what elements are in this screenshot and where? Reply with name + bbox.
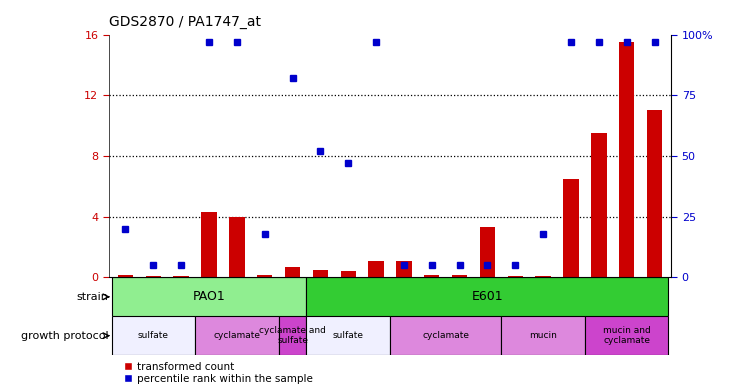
Bar <box>146 276 161 277</box>
Bar <box>446 277 473 316</box>
Text: growth protocol: growth protocol <box>20 331 108 341</box>
Bar <box>530 277 557 316</box>
Bar <box>307 277 334 316</box>
Bar <box>418 277 446 338</box>
Bar <box>396 261 412 277</box>
Bar <box>424 275 439 277</box>
Bar <box>278 277 307 316</box>
Bar <box>502 316 585 355</box>
Bar <box>473 277 502 316</box>
Bar <box>557 277 585 338</box>
Text: mucin: mucin <box>530 331 557 340</box>
Bar <box>278 277 307 338</box>
Bar <box>585 277 613 338</box>
Bar <box>640 277 668 316</box>
Bar <box>251 277 278 316</box>
Bar <box>591 133 607 277</box>
Text: sulfate: sulfate <box>333 331 364 340</box>
Text: strain: strain <box>76 292 108 302</box>
Bar <box>251 277 278 338</box>
Text: GDS2870 / PA1747_at: GDS2870 / PA1747_at <box>109 15 261 29</box>
Text: mucin and
cyclamate: mucin and cyclamate <box>603 326 650 345</box>
Text: sulfate: sulfate <box>138 331 169 340</box>
Bar <box>452 275 467 277</box>
Bar <box>613 277 640 338</box>
Legend: transformed count, percentile rank within the sample: transformed count, percentile rank withi… <box>119 358 317 384</box>
Bar <box>223 277 251 316</box>
Bar <box>473 277 502 338</box>
Bar <box>334 277 362 316</box>
Bar <box>278 316 307 355</box>
Text: cyclamate: cyclamate <box>422 331 470 340</box>
Bar <box>140 277 167 316</box>
Bar <box>390 277 418 338</box>
Bar <box>362 277 390 338</box>
Bar <box>647 111 662 277</box>
Bar <box>173 276 189 277</box>
Bar <box>167 277 195 316</box>
Bar <box>536 276 550 277</box>
Bar <box>307 277 668 316</box>
Bar <box>112 316 195 355</box>
Bar <box>167 277 195 338</box>
Bar <box>390 316 502 355</box>
Bar <box>230 217 244 277</box>
Bar <box>223 277 251 338</box>
Bar <box>530 277 557 338</box>
Bar <box>619 42 634 277</box>
Text: cyclamate: cyclamate <box>213 331 260 340</box>
Bar <box>334 277 362 338</box>
Bar <box>195 277 223 338</box>
Bar <box>557 277 585 316</box>
Bar <box>112 277 307 316</box>
Bar <box>418 277 446 316</box>
Bar <box>585 316 668 355</box>
Bar <box>257 275 272 277</box>
Bar <box>201 212 217 277</box>
Bar <box>585 277 613 316</box>
Text: E601: E601 <box>472 290 503 303</box>
Bar <box>140 277 167 338</box>
Bar <box>613 277 640 316</box>
Bar <box>285 267 300 277</box>
Bar <box>563 179 579 277</box>
Bar <box>195 277 223 316</box>
Bar <box>368 261 384 277</box>
Bar <box>502 277 530 338</box>
Text: PAO1: PAO1 <box>193 290 225 303</box>
Bar <box>480 227 495 277</box>
Bar <box>313 270 328 277</box>
Bar <box>118 275 133 277</box>
Bar <box>362 277 390 316</box>
Bar <box>640 277 668 338</box>
Bar <box>502 277 530 316</box>
Bar <box>112 277 140 316</box>
Bar <box>112 277 140 338</box>
Text: cyclamate and
sulfate: cyclamate and sulfate <box>259 326 326 345</box>
Bar <box>307 277 334 338</box>
Bar <box>390 277 418 316</box>
Bar <box>195 316 278 355</box>
Bar <box>307 316 390 355</box>
Bar <box>340 271 356 277</box>
Bar <box>508 276 523 277</box>
Bar <box>446 277 473 338</box>
